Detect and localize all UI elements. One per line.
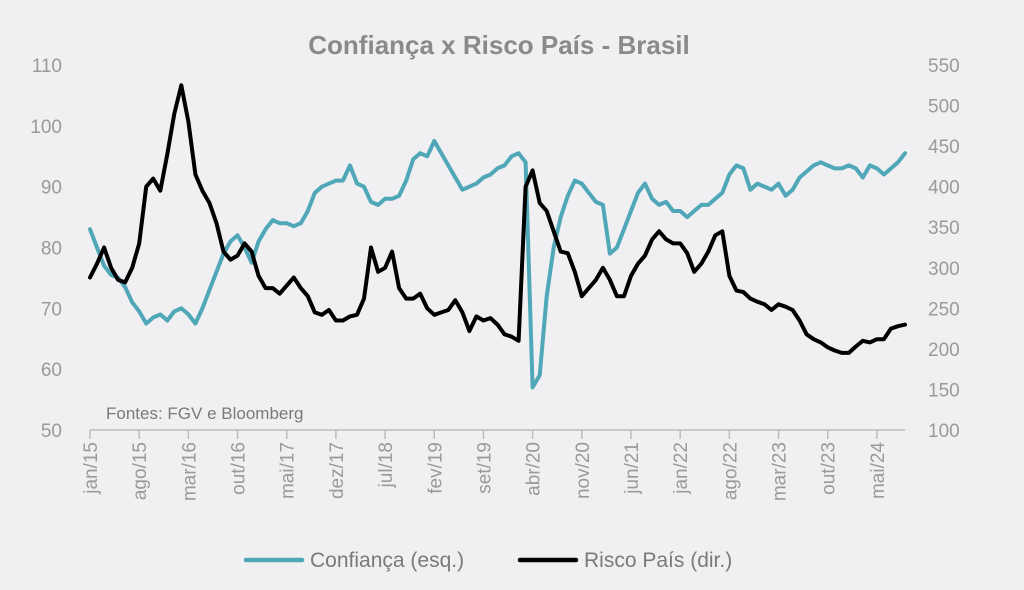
legend-label-risco: Risco País (dir.) [584,549,732,572]
chart-title: Confiança x Risco País - Brasil [308,30,689,60]
y-right-tick-label: 300 [928,259,960,280]
y-left-tick-label: 110 [32,56,62,77]
legend-label-confianca: Confiança (esq.) [310,549,464,572]
x-tick-label: out/16 [229,442,250,495]
x-tick-label: out/23 [819,442,840,495]
x-tick-label: mar/16 [179,442,200,501]
series-layer [88,83,907,390]
series-line-risco [88,83,907,355]
y-left-tick-label: 80 [41,239,62,260]
y-left-tick-label: 100 [30,117,62,138]
x-tick-label: jan/15 [81,442,102,495]
series-line-confianca [88,139,907,390]
y-right-tick-label: 400 [928,178,960,199]
x-tick-label: abr/20 [524,442,545,496]
x-tick-label: ago/15 [130,442,151,500]
y-left-tick-label: 70 [41,299,62,320]
y-left-tick-label: 90 [41,178,62,199]
legend: Confiança (esq.) Risco País (dir.) [243,549,732,572]
x-tick-label: mai/24 [868,442,889,499]
x-tick-label: dez/17 [327,442,348,499]
y-right-tick-label: 350 [928,218,960,239]
y-right-tick-label: 450 [928,137,960,158]
x-tick-label: set/19 [474,442,495,494]
y-right-tick-label: 550 [928,56,960,77]
y-left-tick-label: 60 [41,360,62,381]
y-right-tick-label: 250 [928,299,960,320]
x-tick-label: jul/18 [376,442,397,488]
x-tick-label: mar/23 [770,442,791,501]
x-tick-label: mai/17 [278,442,299,499]
y-right-tick-label: 150 [928,380,960,401]
x-tick-label: jan/22 [671,442,692,495]
y-left-axis: 50 60 70 80 90 100 110 [30,56,62,442]
x-axis: jan/15 ago/15 mar/16 out/16 mai/17 dez/17 jul/… [81,430,889,501]
y-right-tick-label: 500 [928,97,960,118]
x-tick-label: fev/19 [425,442,446,494]
y-left-tick-label: 50 [41,421,62,442]
y-right-tick-label: 200 [928,340,960,361]
x-tick-label: nov/20 [573,442,594,499]
y-right-axis: 100 150 200 250 300 350 400 450 500 550 [928,56,960,442]
source-note: Fontes: FGV e Bloomberg [106,404,303,423]
x-tick-label: jun/21 [622,442,643,495]
y-right-tick-label: 100 [928,421,960,442]
x-tick-label: ago/22 [720,442,741,500]
